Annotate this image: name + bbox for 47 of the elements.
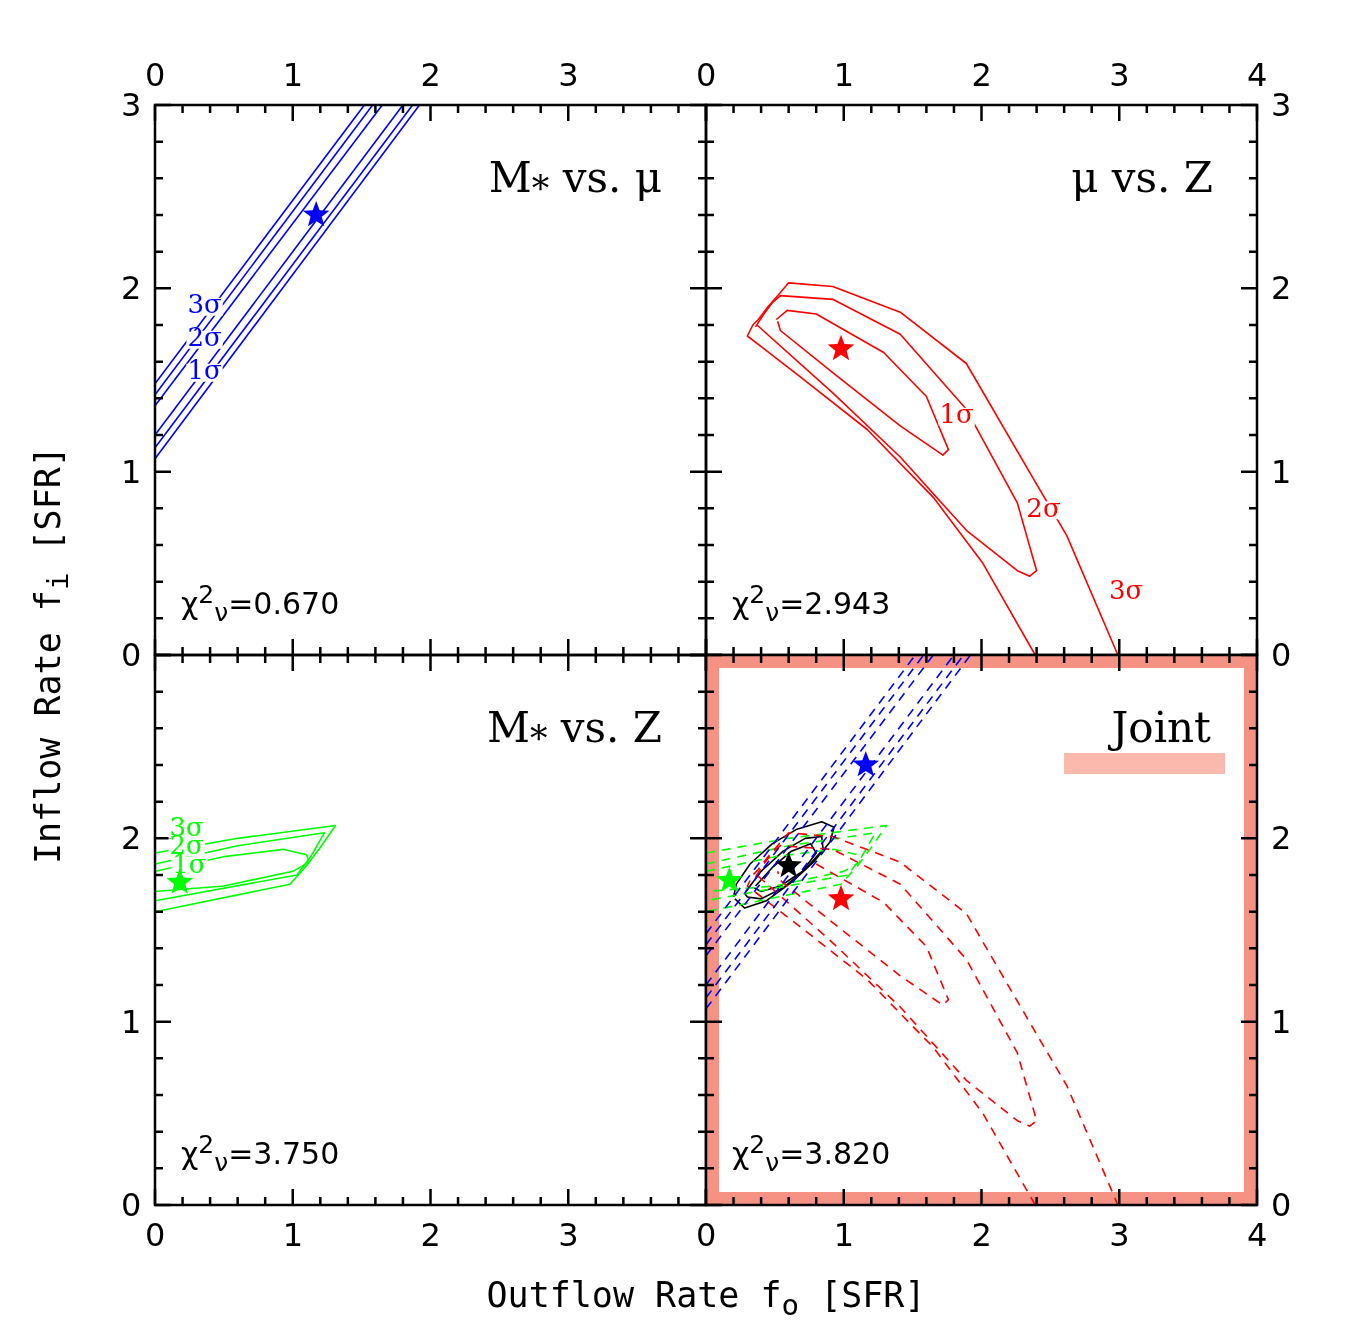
y-tick-label: 1	[121, 452, 142, 491]
x-tick-label: 0	[145, 56, 166, 94]
x-tick-label: 4	[1247, 56, 1268, 94]
x-tick-label: 2	[420, 56, 441, 94]
annotation: χ$^{2}$$_{ν}$=0.670	[181, 580, 340, 627]
annotation: 2σ	[1026, 492, 1061, 523]
x-tick-label: 1	[833, 1216, 855, 1254]
y-tick-label: 1	[1271, 452, 1292, 491]
annotation: 2σ	[187, 322, 222, 353]
annotation: 3σ	[1108, 575, 1144, 606]
text: M$_{*}$ vs. Z	[486, 703, 662, 760]
y-tick-label: 3	[121, 86, 142, 124]
y-tick-label: 0	[121, 1186, 142, 1224]
annotation: χ$^{2}$$_{ν}$=3.750	[181, 1130, 340, 1177]
x-tick-label: 0	[145, 1216, 166, 1254]
annotation: 1σ	[187, 355, 222, 386]
x-tick-label: 2	[420, 1216, 441, 1254]
y-tick-label: 2	[121, 269, 142, 308]
annotation: χ$^{2}$$_{ν}$=3.820	[732, 1130, 891, 1177]
x-tick-label: 4	[1247, 1216, 1268, 1254]
x-tick-label: 3	[1109, 56, 1130, 94]
text: μ vs. Z	[1071, 153, 1213, 202]
x-axis-title: Outflow Rate f$_{o}$ [SFR]	[486, 1275, 926, 1322]
annotation: 3σ	[187, 289, 222, 320]
y-tick-label: 0	[121, 636, 142, 674]
text: Joint	[1107, 703, 1212, 754]
y-tick-label: 3	[1271, 86, 1292, 124]
x-tick-label: 3	[558, 56, 579, 94]
y-tick-label: 2	[1271, 819, 1292, 858]
x-tick-label: 0	[696, 1216, 717, 1254]
y-tick-label: 2	[1271, 269, 1292, 308]
y-tick-label: 1	[121, 1002, 142, 1041]
y-tick-label: 0	[1271, 636, 1292, 674]
text: M$_{*}$ vs. μ	[488, 153, 662, 210]
x-tick-label: 2	[971, 1216, 992, 1254]
annotation: χ$^{2}$$_{ν}$=2.943	[732, 580, 891, 627]
y-tick-label: 0	[1271, 1186, 1292, 1224]
x-tick-label: 2	[971, 56, 992, 94]
x-tick-label: 0	[696, 56, 717, 94]
x-tick-label: 3	[558, 1216, 579, 1254]
x-tick-label: 1	[282, 56, 304, 94]
y-tick-label: 2	[121, 819, 142, 858]
x-tick-label: 1	[282, 1216, 304, 1254]
y-tick-label: 1	[1271, 1002, 1292, 1041]
x-tick-label: 1	[833, 56, 855, 94]
x-tick-label: 3	[1109, 1216, 1130, 1254]
annotation: 1σ	[939, 399, 974, 430]
